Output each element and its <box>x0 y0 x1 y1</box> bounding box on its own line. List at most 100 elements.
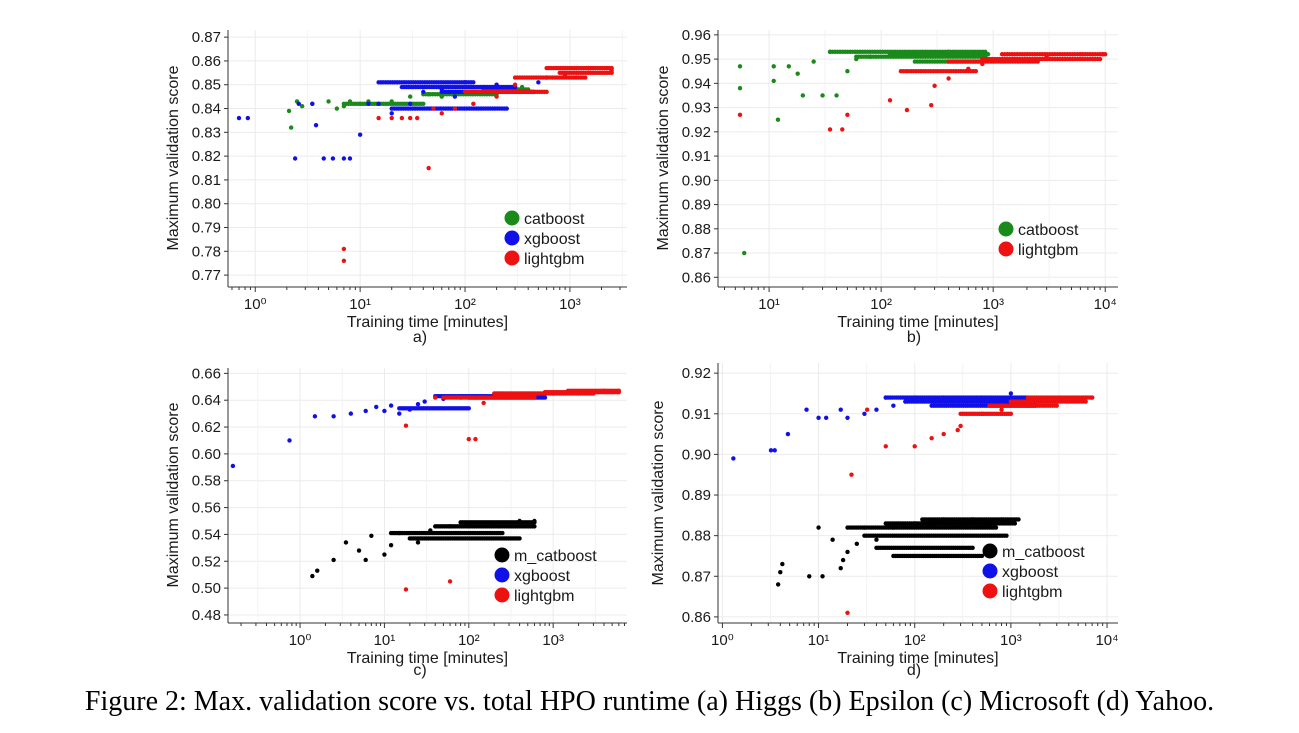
data-point <box>970 517 975 522</box>
data-point <box>775 582 781 587</box>
data-point <box>737 64 743 69</box>
data-point <box>827 49 833 55</box>
legend: catboost xgboost lightgbm <box>504 210 585 268</box>
data-point <box>471 101 476 106</box>
x-tick-label: 10⁰ <box>244 296 267 313</box>
data-point <box>601 388 607 394</box>
data-point <box>466 406 471 411</box>
y-tick-label: 0.66 <box>192 365 221 382</box>
data-point <box>512 82 518 87</box>
data-point <box>834 93 839 98</box>
data-point <box>369 533 374 538</box>
panel-label: b) <box>907 329 921 346</box>
data-point <box>517 518 522 524</box>
data-point <box>609 68 614 73</box>
data-point <box>807 574 812 579</box>
data-point <box>415 540 421 545</box>
x-tick-label: 10² <box>458 632 480 649</box>
data-point <box>862 525 867 530</box>
data-point <box>1016 517 1021 522</box>
data-point <box>326 99 331 104</box>
data-point <box>447 579 453 584</box>
data-point <box>315 568 320 573</box>
data-point <box>433 395 438 400</box>
y-tick-label: 0.86 <box>682 609 711 626</box>
data-point <box>403 423 409 428</box>
y-tick-label: 0.89 <box>682 197 711 214</box>
data-point <box>388 542 394 548</box>
legend-marker <box>494 587 510 603</box>
data-point <box>341 156 347 161</box>
data-point <box>399 115 405 121</box>
data-point <box>979 411 985 416</box>
y-tick-label: 0.80 <box>192 196 221 213</box>
data-point <box>517 536 522 541</box>
data-point <box>583 75 588 80</box>
data-point <box>845 69 850 74</box>
data-point <box>845 415 850 421</box>
data-point <box>849 472 854 477</box>
data-point <box>439 94 444 99</box>
data-point <box>1083 399 1088 404</box>
data-point <box>330 156 336 161</box>
y-tick-label: 0.87 <box>682 245 711 262</box>
x-tick-label: 10² <box>870 296 892 313</box>
data-point <box>903 399 908 404</box>
y-tick-label: 0.93 <box>682 100 711 117</box>
data-point <box>397 530 402 536</box>
legend-marker <box>998 241 1014 257</box>
y-tick-label: 0.86 <box>682 269 711 286</box>
data-point <box>236 115 242 121</box>
data-point <box>357 132 363 137</box>
data-point <box>532 524 537 529</box>
gridlines <box>718 30 1118 287</box>
y-tick-label: 0.58 <box>192 473 221 490</box>
data-point <box>376 115 381 121</box>
data-point <box>941 431 946 437</box>
data-point <box>775 117 781 122</box>
data-point <box>868 54 873 59</box>
data-point <box>874 537 879 542</box>
data-point <box>288 125 294 130</box>
data-point <box>447 524 453 529</box>
data-point <box>929 435 934 441</box>
data-point <box>357 101 363 106</box>
data-point <box>310 101 315 106</box>
data-point <box>287 438 292 443</box>
data-point <box>864 407 870 412</box>
data-point <box>348 411 354 416</box>
x-tick-label: 10⁰ <box>289 632 312 649</box>
legend-marker <box>494 567 510 583</box>
data-point <box>785 431 791 437</box>
data-point <box>389 115 394 121</box>
y-tick-label: 0.82 <box>192 148 221 165</box>
data-point <box>343 540 349 545</box>
data-point <box>941 517 946 522</box>
data-point <box>341 246 347 252</box>
data-point <box>816 525 821 530</box>
data-point <box>331 557 336 563</box>
y-tick-label: 0.84 <box>192 101 221 118</box>
data-point <box>771 78 776 84</box>
y-tick-label: 0.96 <box>682 27 711 44</box>
data-point <box>838 407 843 412</box>
data-point <box>912 444 917 449</box>
data-point <box>891 403 896 408</box>
data-point <box>804 407 809 412</box>
data-point <box>481 400 486 406</box>
x-axis-label: Training time [minutes] <box>837 314 998 331</box>
y-axis-label: Maximum validation score <box>650 400 667 585</box>
series-lightgbm <box>737 52 1108 132</box>
data-point <box>462 80 468 85</box>
data-point <box>1078 52 1083 57</box>
data-point <box>980 61 985 67</box>
data-point <box>421 101 426 106</box>
data-point <box>845 549 850 555</box>
y-tick-label: 0.91 <box>682 148 711 165</box>
data-point <box>768 448 774 453</box>
data-point <box>382 408 387 414</box>
data-point <box>845 112 850 118</box>
data-point <box>494 94 499 99</box>
panel-label: d) <box>907 662 921 679</box>
y-tick-label: 0.90 <box>682 446 711 463</box>
